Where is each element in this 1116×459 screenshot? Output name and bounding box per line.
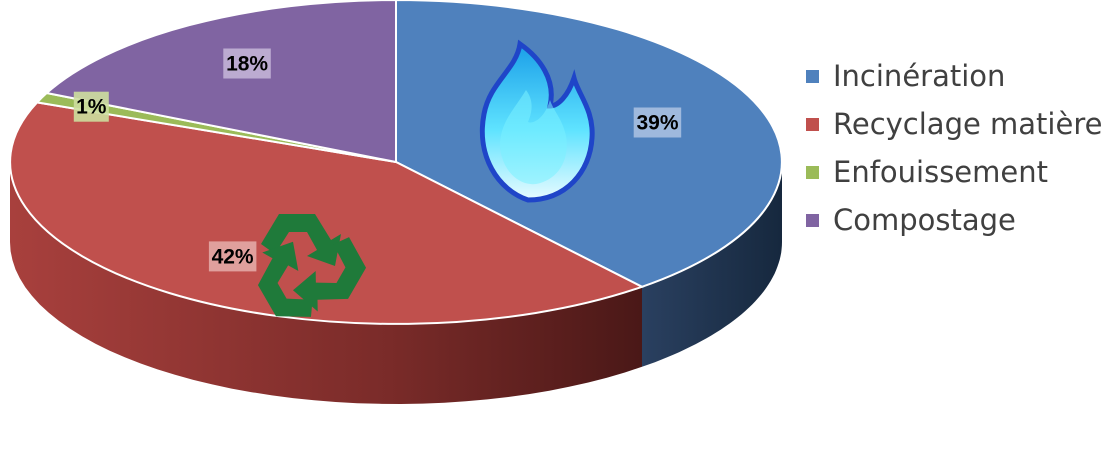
- legend-item: Recyclage matière: [806, 100, 1102, 148]
- flame-icon: [479, 39, 595, 203]
- legend-item: Incinération: [806, 52, 1102, 100]
- legend-label: Enfouissement: [833, 155, 1048, 189]
- data-label-text: 1%: [76, 96, 107, 119]
- pie-sides: [10, 162, 782, 404]
- legend-swatch: [806, 117, 819, 131]
- legend-label: Incinération: [833, 59, 1006, 93]
- recycle-icon: [257, 214, 367, 317]
- data-label-text: 39%: [636, 112, 678, 135]
- pie-data-labels: 39% 42% 1% 18%: [73, 48, 682, 272]
- pie-icons: [257, 39, 595, 317]
- data-label-background: [73, 91, 109, 122]
- legend-swatch: [806, 213, 819, 227]
- data-label-text: 42%: [212, 245, 254, 268]
- pie-slices: [9, 0, 783, 325]
- pie-slice-side: [642, 162, 782, 367]
- data-label-text: 18%: [226, 53, 268, 76]
- data-label: 18%: [223, 48, 271, 79]
- legend: Incinération Recyclage matière Enfouisse…: [806, 52, 1102, 244]
- pie-slice-side: [10, 162, 642, 404]
- legend-label: Compostage: [833, 203, 1016, 237]
- legend-item: Compostage: [806, 196, 1102, 244]
- legend-swatch: [806, 165, 819, 179]
- data-label: 42%: [208, 241, 257, 272]
- data-label: 1%: [73, 91, 109, 122]
- data-label-background: [223, 48, 271, 79]
- data-label-background: [208, 241, 257, 272]
- data-label-background: [633, 107, 682, 138]
- data-label: 39%: [633, 107, 682, 138]
- pie-slice: [44, 0, 397, 164]
- pie-slice: [9, 101, 645, 325]
- legend-item: Enfouissement: [806, 148, 1102, 196]
- legend-swatch: [806, 69, 819, 83]
- legend-label: Recyclage matière: [833, 107, 1103, 141]
